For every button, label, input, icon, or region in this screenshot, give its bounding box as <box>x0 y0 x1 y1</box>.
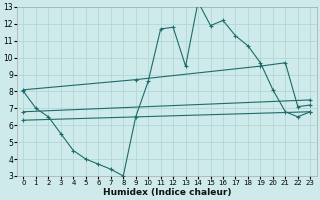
X-axis label: Humidex (Indice chaleur): Humidex (Indice chaleur) <box>103 188 231 197</box>
